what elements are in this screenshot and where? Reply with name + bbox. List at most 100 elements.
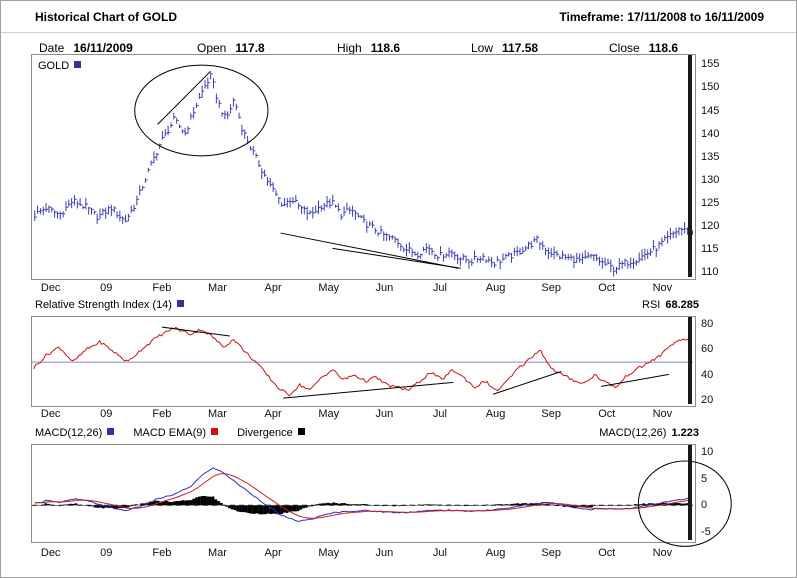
x-axis-label: Jun — [375, 282, 394, 294]
x-axis-label: Jun — [375, 408, 394, 420]
low-label: Low — [471, 41, 494, 55]
y-axis-label: 80 — [701, 317, 714, 330]
axis-scrollbar[interactable] — [688, 317, 692, 404]
quote-low: Low 117.58 — [471, 41, 538, 55]
date-value: 16/11/2009 — [73, 41, 133, 55]
x-axis-label: Oct — [598, 547, 616, 559]
x-axis-label: Dec — [40, 408, 61, 420]
y-axis-label: 60 — [701, 343, 714, 356]
x-axis-label: May — [318, 282, 340, 294]
price-legend-label: GOLD — [38, 60, 70, 72]
rsi-legend-label: Relative Strength Index (14) — [35, 299, 172, 311]
macd-line-label: MACD(12,26) — [35, 427, 103, 439]
timeframe-label: Timeframe: — [559, 10, 624, 24]
page-title: Historical Chart of GOLD — [35, 10, 178, 24]
y-axis-label: 120 — [701, 220, 720, 233]
x-axis-label: May — [318, 408, 340, 420]
x-axis-label: 09 — [100, 282, 113, 294]
open-value: 117.8 — [235, 41, 265, 55]
x-axis-label: 09 — [100, 408, 113, 420]
macd-legend-div: Divergence — [237, 427, 305, 439]
rsi-legend: Relative Strength Index (14) — [35, 299, 184, 311]
app-header: Historical Chart of GOLD Timeframe: 17/1… — [1, 1, 796, 33]
rsi-chart-canvas[interactable] — [31, 316, 696, 407]
y-axis-label: 145 — [701, 104, 720, 117]
x-axis-label: Sep — [541, 547, 561, 559]
y-axis-label: 130 — [701, 173, 720, 186]
x-axis-label: Feb — [152, 282, 172, 294]
x-axis-label: Oct — [598, 282, 616, 294]
x-axis-label: Aug — [485, 282, 506, 294]
x-axis-label: Sep — [541, 408, 561, 420]
divergence-swatch-icon — [297, 428, 305, 435]
timeframe: Timeframe: 17/11/2008 to 16/11/2009 — [559, 10, 764, 24]
macd-legend: MACD(12,26) MACD EMA(9) Divergence — [35, 427, 321, 439]
macd-legend-ema: MACD EMA(9) — [133, 427, 219, 439]
macd-current-value: MACD(12,26) 1.223 — [599, 427, 699, 439]
x-axis-label: Jul — [432, 282, 447, 294]
rsi-series-swatch-icon — [176, 300, 184, 307]
y-axis-label: 150 — [701, 81, 720, 94]
x-axis-label: Sep — [541, 282, 561, 294]
axis-scrollbar[interactable] — [688, 445, 692, 540]
close-label: Close — [609, 41, 640, 55]
y-axis-label: 115 — [701, 243, 719, 256]
x-axis-label: Nov — [652, 408, 673, 420]
x-axis-label: Apr — [264, 408, 282, 420]
rsi-value: 68.285 — [665, 299, 699, 311]
macd-chart-canvas[interactable] — [31, 444, 696, 543]
axis-scrollbar[interactable] — [688, 55, 692, 277]
price-chart-canvas[interactable] — [31, 54, 696, 280]
price-series-swatch-icon — [74, 61, 82, 68]
x-axis-label: Dec — [40, 282, 61, 294]
x-axis-label: Feb — [152, 547, 172, 559]
x-axis-label: Nov — [652, 547, 673, 559]
y-axis-label: 5 — [701, 472, 708, 485]
high-value: 118.6 — [370, 41, 401, 55]
y-axis-label: 140 — [701, 127, 720, 140]
x-axis-label: Oct — [598, 408, 616, 420]
open-label: Open — [197, 41, 227, 55]
x-axis-label: Nov — [652, 282, 673, 294]
x-axis-label: Mar — [208, 547, 227, 559]
y-axis-label: 0 — [701, 499, 708, 512]
x-axis-label: Aug — [485, 408, 506, 420]
price-legend: GOLD — [38, 60, 82, 72]
rsi-current-value: RSI 68.285 — [642, 299, 699, 311]
x-axis-label: Feb — [152, 408, 172, 420]
macd-ema-swatch-icon — [211, 428, 219, 435]
close-value: 118.6 — [648, 41, 679, 55]
macd-ema-line — [34, 473, 691, 519]
macd-ema-label: MACD EMA(9) — [133, 427, 207, 439]
divergence-label: Divergence — [237, 427, 293, 439]
y-axis-label: 40 — [701, 368, 714, 381]
macd-value: 1.223 — [671, 427, 699, 439]
quote-high: High 118.6 — [337, 41, 400, 55]
y-axis-label: 135 — [701, 150, 720, 163]
y-axis-label: -5 — [701, 525, 711, 538]
quote-date: Date 16/11/2009 — [39, 41, 133, 55]
rsi-value-label: RSI — [642, 299, 661, 311]
y-axis-label: 20 — [701, 394, 714, 407]
x-axis-label: Apr — [264, 547, 282, 559]
x-axis-label: May — [318, 547, 340, 559]
x-axis-label: Dec — [40, 547, 61, 559]
y-axis-label: 155 — [701, 58, 720, 71]
x-axis-label: 09 — [100, 547, 113, 559]
y-axis-label: 10 — [701, 445, 714, 458]
x-axis-label: Aug — [485, 547, 506, 559]
x-axis-label: Mar — [208, 408, 227, 420]
x-axis-label: Jul — [432, 408, 447, 420]
quote-close: Close 118.6 — [609, 41, 678, 55]
timeframe-value: 17/11/2008 to 16/11/2009 — [627, 10, 764, 24]
y-axis-label: 125 — [701, 197, 720, 209]
x-axis-label: Apr — [264, 282, 282, 294]
x-axis-label: Mar — [208, 282, 227, 294]
x-axis-label: Jul — [432, 547, 447, 559]
high-label: High — [337, 41, 362, 55]
date-label: Date — [39, 41, 65, 55]
macd-line-swatch-icon — [107, 428, 115, 435]
macd-legend-macd: MACD(12,26) — [35, 427, 115, 439]
rsi-line — [33, 326, 692, 397]
